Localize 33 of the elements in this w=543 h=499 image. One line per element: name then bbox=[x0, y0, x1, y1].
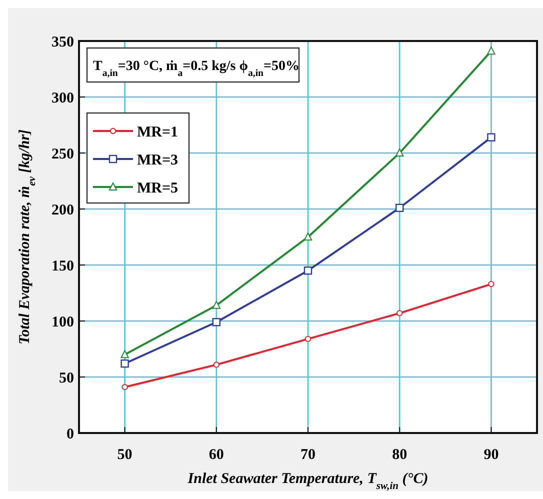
point bbox=[122, 384, 128, 390]
legend-label: MR=3 bbox=[137, 152, 178, 168]
annotation: T$_{a,in}$=30 °C, ṁ$_{a}$=0.5 kg/s ϕ$_{a,in}$=50% bbox=[93, 59, 300, 78]
point bbox=[396, 310, 403, 316]
point bbox=[396, 204, 404, 212]
x-tick-label: 90 bbox=[484, 447, 499, 463]
x-tick-label: 50 bbox=[117, 447, 132, 463]
y-tick-label: 200 bbox=[52, 202, 74, 218]
point bbox=[212, 318, 220, 326]
point bbox=[487, 46, 496, 55]
point bbox=[304, 232, 312, 240]
y-tick-label: 0 bbox=[66, 426, 74, 442]
point bbox=[304, 336, 312, 342]
point bbox=[487, 133, 496, 142]
point bbox=[213, 362, 220, 368]
x-tick-label: 60 bbox=[208, 447, 224, 463]
point bbox=[304, 266, 312, 275]
point bbox=[120, 359, 129, 368]
x-tick-label: 70 bbox=[300, 447, 316, 463]
legend-label: MR=1 bbox=[137, 124, 178, 140]
y-tick-label: 150 bbox=[52, 258, 74, 274]
y-tick-label: 300 bbox=[52, 90, 74, 106]
point bbox=[396, 148, 404, 156]
y-tick-label: 350 bbox=[52, 34, 74, 50]
x-axis-title: Inlet Seawater Temperature, T$_{sw,in}$ (°C) bbox=[186, 471, 428, 492]
x-tick-label: 80 bbox=[392, 447, 408, 463]
point bbox=[488, 280, 494, 288]
y-tick-label: 250 bbox=[52, 146, 74, 162]
point bbox=[212, 300, 220, 309]
y-tick-label: 50 bbox=[59, 370, 74, 386]
y-tick-label: 100 bbox=[52, 314, 74, 330]
point bbox=[120, 350, 129, 358]
legend-label: MR=5 bbox=[137, 180, 178, 196]
